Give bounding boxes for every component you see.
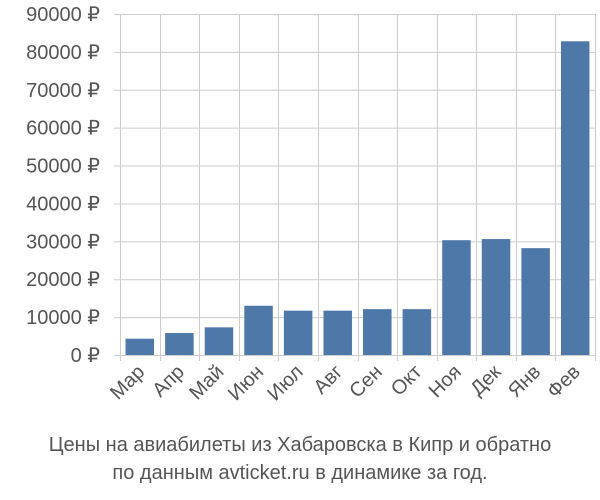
bar-12 xyxy=(560,41,590,355)
x-tick-label: Апр xyxy=(148,361,189,402)
bar-1 xyxy=(125,338,155,355)
x-tick-label: Июн xyxy=(224,361,268,405)
bar-5 xyxy=(283,310,313,355)
x-tick-label: Фев xyxy=(543,361,585,403)
y-tick-label: 20000 ₽ xyxy=(26,269,100,291)
x-tick-label: Янв xyxy=(504,361,545,402)
y-tick-label: 10000 ₽ xyxy=(26,307,100,329)
axes xyxy=(114,14,120,356)
bar-4 xyxy=(244,305,273,355)
x-tick-label: Сен xyxy=(345,361,386,402)
y-tick-label: 90000 ₽ xyxy=(26,4,100,26)
bar-7 xyxy=(363,309,392,355)
bar-9 xyxy=(442,240,471,355)
y-tick-labels: 0 ₽ 10000 ₽ 20000 ₽ 30000 ₽ 40000 ₽ 50000 ₽ 60… xyxy=(26,4,100,367)
chart-caption-line-1: Цены на авиабилеты из Хабаровска в Кипр … xyxy=(48,434,552,456)
bar-10 xyxy=(481,239,511,355)
bars xyxy=(125,41,590,355)
bar-2 xyxy=(165,333,194,355)
x-tick-label: Май xyxy=(185,361,228,404)
y-tick-label: 80000 ₽ xyxy=(26,42,100,64)
bar-6 xyxy=(323,310,352,355)
x-tick-label: Авг xyxy=(310,361,348,399)
x-tick-label: Дек xyxy=(466,361,505,400)
x-tick-label: Июл xyxy=(263,361,307,405)
bar-8 xyxy=(402,309,432,355)
y-tick-label: 70000 ₽ xyxy=(26,80,100,102)
grid xyxy=(120,14,596,361)
x-tick-label: Ноя xyxy=(425,361,466,402)
x-tick-label: Окт xyxy=(387,361,426,400)
y-tick-label: 30000 ₽ xyxy=(26,231,100,253)
bar-3 xyxy=(204,327,234,355)
y-tick-label: 0 ₽ xyxy=(71,345,101,367)
y-tick-label: 40000 ₽ xyxy=(26,193,100,215)
chart-caption-line-2: по данным avticket.ru в динамике за год. xyxy=(112,462,488,484)
bar-11 xyxy=(521,248,550,355)
y-tick-label: 60000 ₽ xyxy=(26,118,100,140)
x-tick-label: Мар xyxy=(106,361,149,404)
y-tick-label: 50000 ₽ xyxy=(26,156,100,178)
bar-chart: 0 ₽ 10000 ₽ 20000 ₽ 30000 ₽ 40000 ₽ 50000 ₽ 60… xyxy=(26,4,596,405)
